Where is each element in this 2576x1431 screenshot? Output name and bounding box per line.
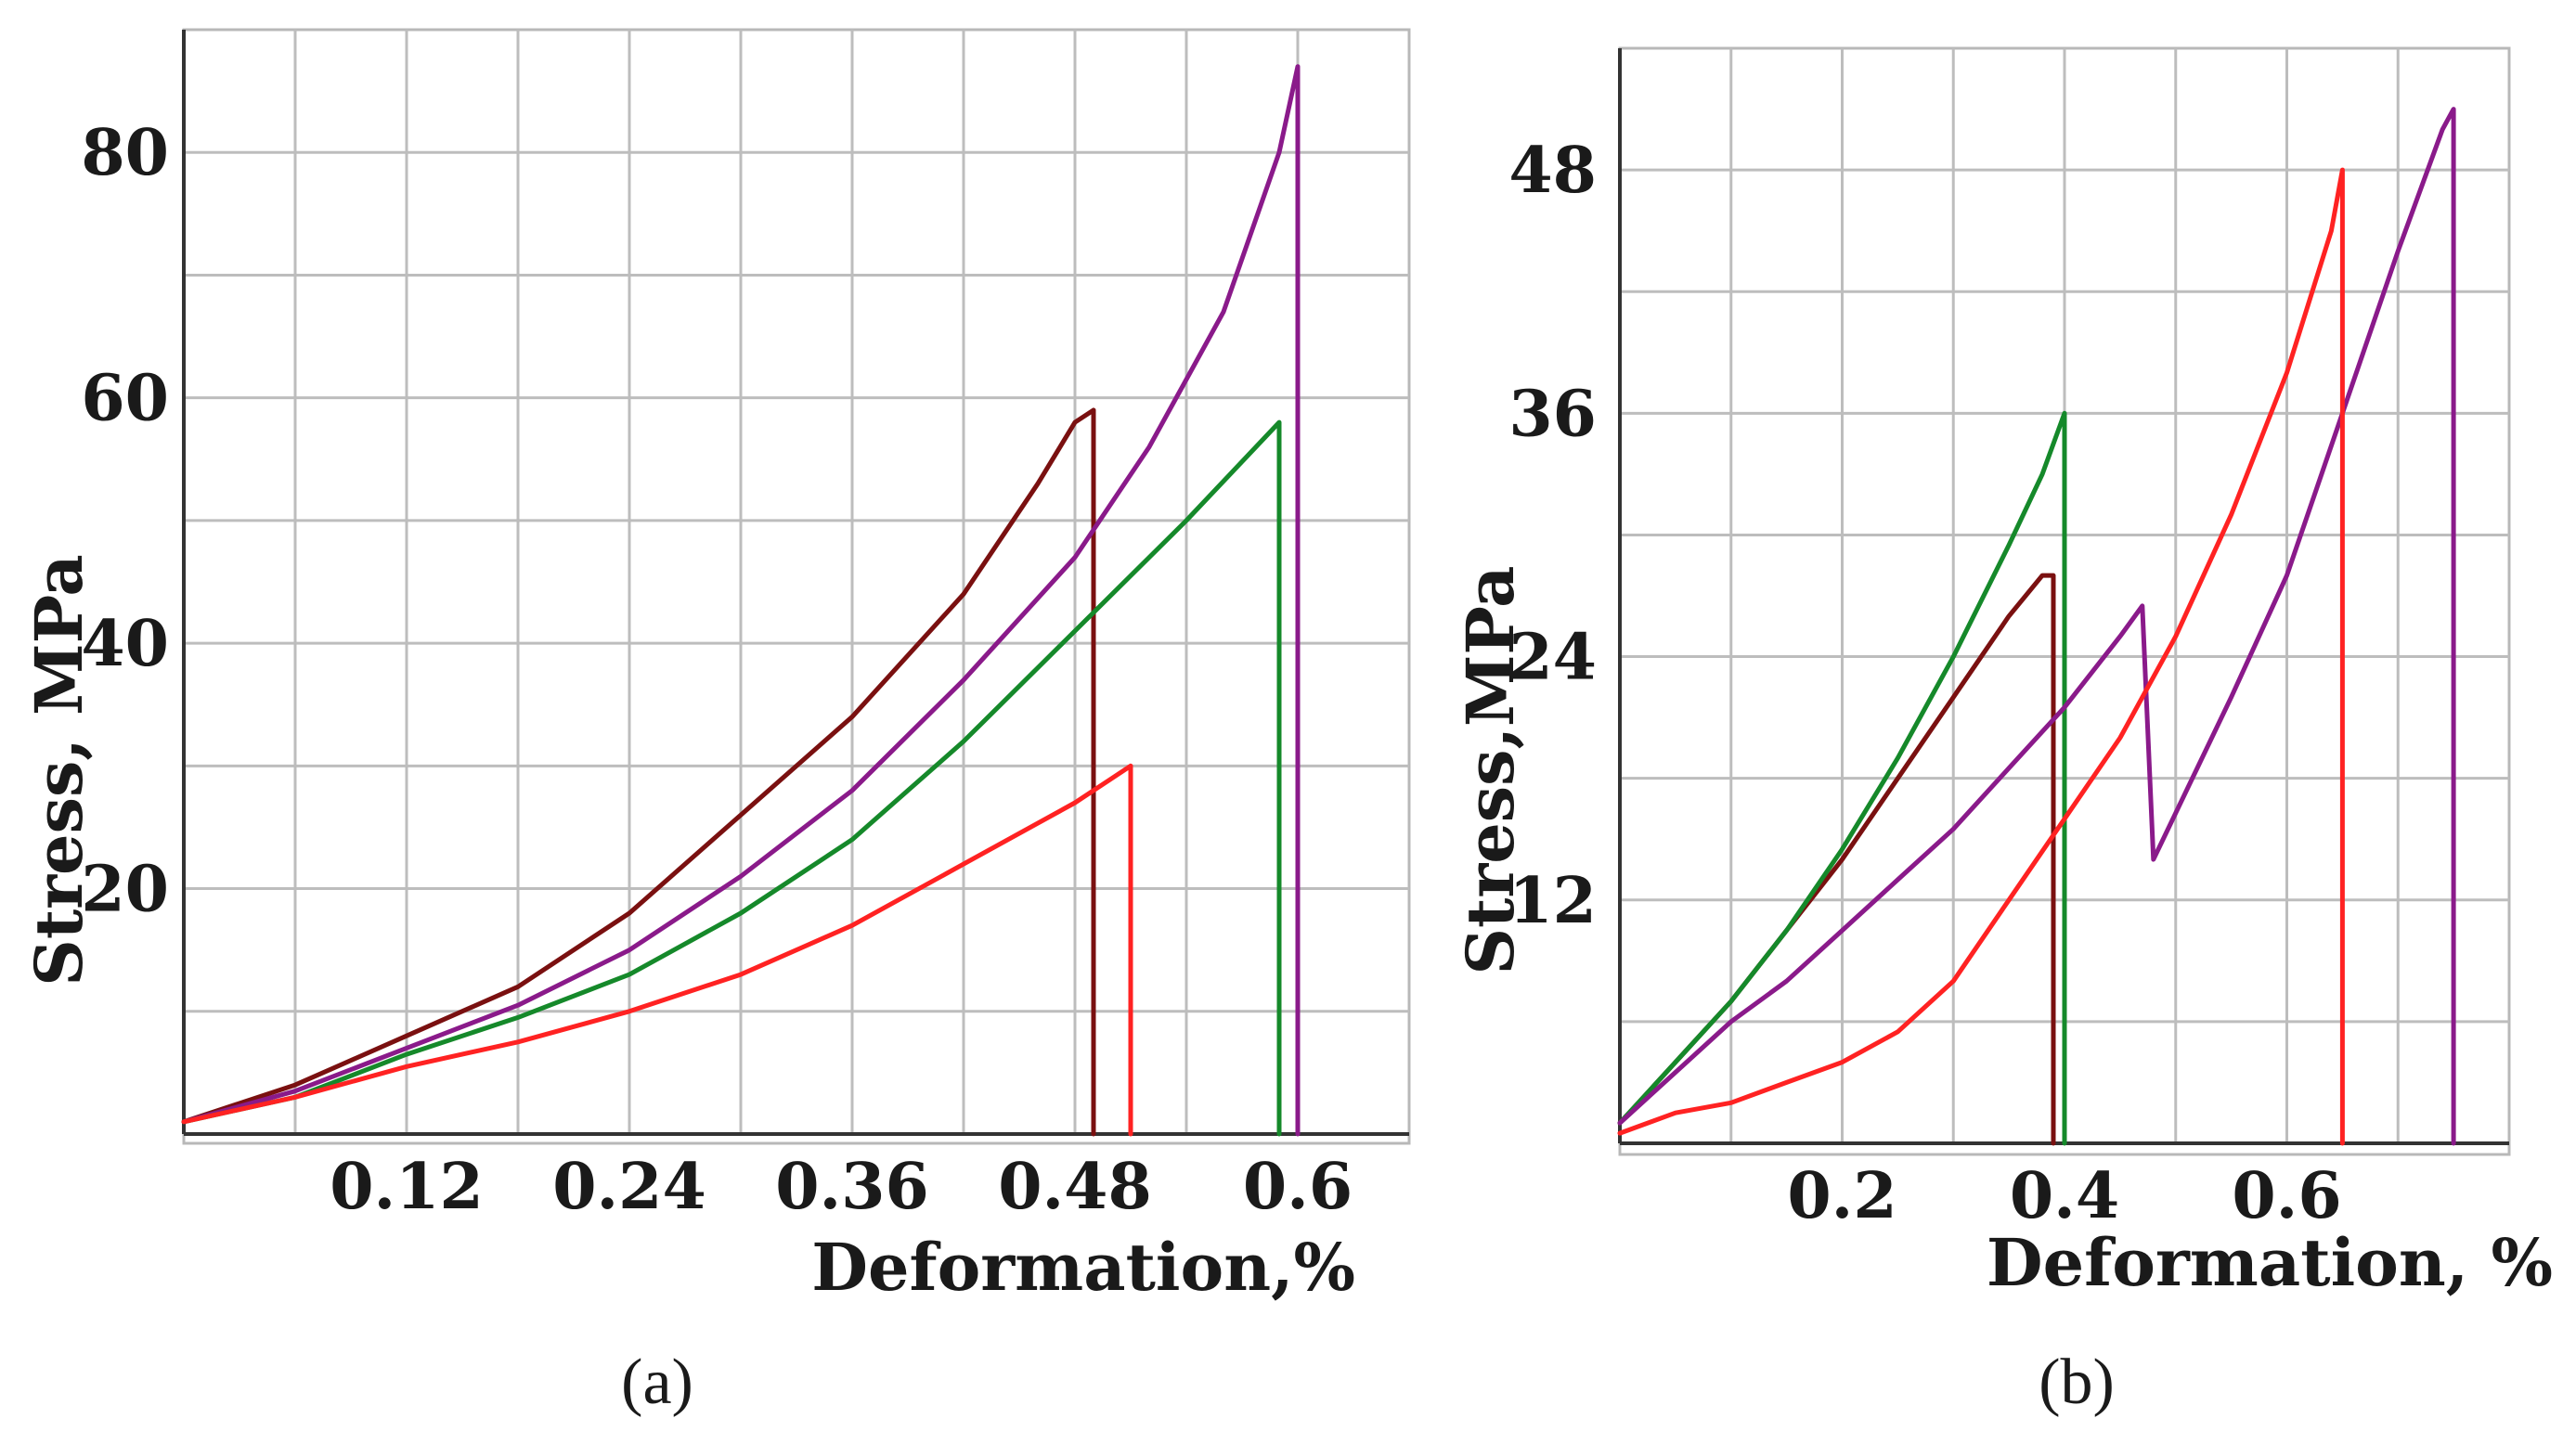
curves-b <box>1617 107 2456 1146</box>
series-purple <box>181 64 1301 1137</box>
series-green <box>1617 410 2067 1146</box>
y-axis-label-a: Stress, MPa <box>20 554 97 986</box>
y-tick-label: 12 <box>1508 864 1597 938</box>
series-red <box>181 763 1133 1137</box>
x-tick-label: 0.12 <box>330 1150 484 1224</box>
y-tick-label: 48 <box>1508 134 1597 208</box>
y-tick-label: 36 <box>1508 377 1597 451</box>
panel-label-b: (b) <box>2039 1347 2115 1418</box>
x-tick-label: 0.6 <box>1243 1150 1353 1224</box>
curves-a <box>181 64 1301 1137</box>
y-tick-label: 60 <box>81 362 169 436</box>
y-ticks-b: 12 24 36 48 <box>1508 134 1597 938</box>
x-tick-label: 0.36 <box>775 1150 929 1224</box>
chart-panel-b: 0.2 0.4 0.6 12 24 36 48 Deformation, % Stress… <box>1452 46 2553 1418</box>
axes-a <box>182 30 1409 1136</box>
x-tick-label: 0.24 <box>552 1150 706 1224</box>
panel-label-a: (a) <box>621 1347 693 1418</box>
y-ticks-a: 20 40 60 80 <box>81 116 169 926</box>
plot-area-a <box>182 28 1411 1145</box>
x-tick-label: 0.48 <box>998 1150 1152 1224</box>
y-tick-label: 40 <box>81 607 169 681</box>
chart-panel-a: 0.12 0.24 0.36 0.48 0.6 20 40 60 80 Deformation… <box>20 28 1411 1418</box>
y-tick-label: 24 <box>1508 621 1597 695</box>
y-tick-label: 80 <box>81 116 169 190</box>
x-tick-label: 0.6 <box>2232 1159 2341 1233</box>
series-green <box>181 419 1282 1137</box>
series-red <box>1617 167 2345 1146</box>
x-ticks-a: 0.12 0.24 0.36 0.48 0.6 <box>330 1150 1353 1224</box>
x-tick-label: 0.2 <box>1787 1159 1896 1233</box>
series-purple <box>1617 107 2456 1146</box>
x-axis-label-b: Deformation, % <box>1987 1224 2553 1301</box>
x-tick-label: 0.4 <box>2010 1159 2119 1233</box>
x-ticks-b: 0.2 0.4 0.6 <box>1787 1159 2341 1233</box>
grid-b <box>1620 48 2509 1143</box>
series-dark-red <box>181 407 1096 1137</box>
y-tick-label: 20 <box>81 853 169 927</box>
y-axis-label-b: Stress,MPa <box>1452 565 1529 974</box>
x-axis-label-a: Deformation,% <box>811 1229 1355 1306</box>
